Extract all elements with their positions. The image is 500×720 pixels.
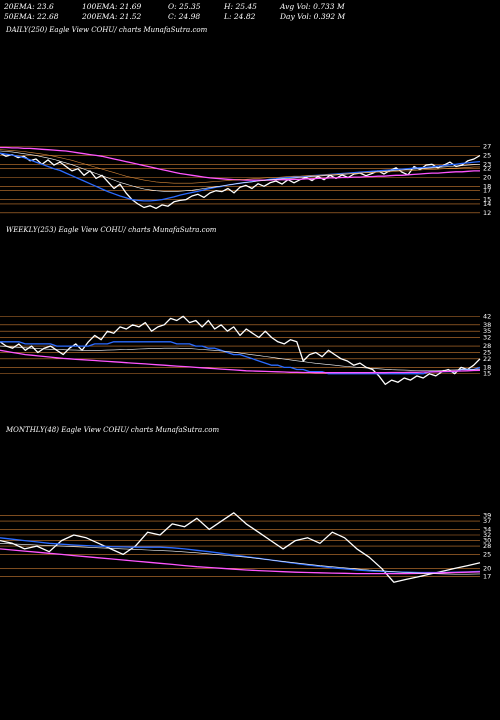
y-tick-label: 38 [483, 321, 491, 329]
stat-high: H: 25.45 [224, 2, 257, 11]
y-tick-label: 23 [483, 160, 491, 168]
series-line-1 [0, 341, 481, 375]
stat-open: O: 25.35 [168, 2, 201, 11]
weekly-chart-title: WEEKLY(253) Eagle View COHU/ charts Muna… [6, 226, 217, 234]
stat-low: L: 24.82 [224, 12, 256, 21]
y-tick-label: 37 [483, 517, 491, 525]
y-tick-label: 14 [483, 200, 491, 208]
stat-100ema: 100EMA: 21.69 [82, 2, 142, 11]
y-tick-label: 17 [483, 187, 491, 195]
series-line-0 [0, 512, 481, 583]
y-tick-label: 12 [483, 209, 491, 217]
series-line-3 [0, 345, 481, 371]
y-tick-label: 15 [483, 370, 491, 378]
series-line-0 [0, 315, 481, 386]
series-line-2 [0, 349, 481, 374]
stat-50ema: 50EMA: 22.68 [4, 12, 59, 21]
stats-row-2: 50EMA: 22.68 200EMA: 21.52 C: 24.98 L: 2… [4, 12, 496, 22]
series-line-2 [0, 548, 481, 575]
y-tick-label: 20 [483, 174, 491, 182]
stat-avg-vol: Avg Vol: 0.733 M [280, 2, 345, 11]
y-tick-label: 25 [483, 550, 491, 558]
y-tick-label: 25 [483, 348, 491, 356]
y-tick-label: 20 [483, 564, 491, 572]
y-tick-label: 28 [483, 542, 491, 550]
y-tick-label: 15 [483, 196, 491, 204]
y-tick-label: 35 [483, 327, 491, 335]
y-tick-label: 27 [483, 143, 491, 151]
stat-day-vol: Day Vol: 0.392 M [280, 12, 346, 21]
y-tick-label: 22 [483, 165, 491, 173]
y-tick-label: 39 [483, 512, 491, 520]
y-tick-label: 42 [483, 312, 491, 320]
monthly-chart-title: MONTHLY(48) Eagle View COHU/ charts Muna… [6, 426, 220, 434]
stat-close: C: 24.98 [168, 12, 201, 21]
y-tick-label: 32 [483, 334, 491, 342]
y-tick-label: 25 [483, 151, 491, 159]
stats-row-1: 20EMA: 23.6 100EMA: 21.69 O: 25.35 H: 25… [4, 2, 496, 12]
series-line-3 [0, 543, 481, 575]
series-line-4 [0, 149, 480, 184]
y-tick-label: 17 [483, 573, 491, 581]
y-tick-label: 32 [483, 531, 491, 539]
y-tick-label: 18 [483, 182, 491, 190]
stat-20ema: 20EMA: 23.6 [4, 2, 54, 11]
y-tick-label: 28 [483, 342, 491, 350]
indicator-stats: 20EMA: 23.6 100EMA: 21.69 O: 25.35 H: 25… [4, 2, 496, 22]
y-tick-label: 30 [483, 537, 491, 545]
y-tick-label: 34 [483, 525, 491, 533]
y-tick-label: 22 [483, 355, 491, 363]
stat-200ema: 200EMA: 21.52 [82, 12, 142, 21]
y-tick-label: 18 [483, 363, 491, 371]
daily-chart-title: DAILY(250) Eagle View COHU/ charts Munaf… [6, 26, 208, 34]
series-line-3 [0, 150, 481, 192]
